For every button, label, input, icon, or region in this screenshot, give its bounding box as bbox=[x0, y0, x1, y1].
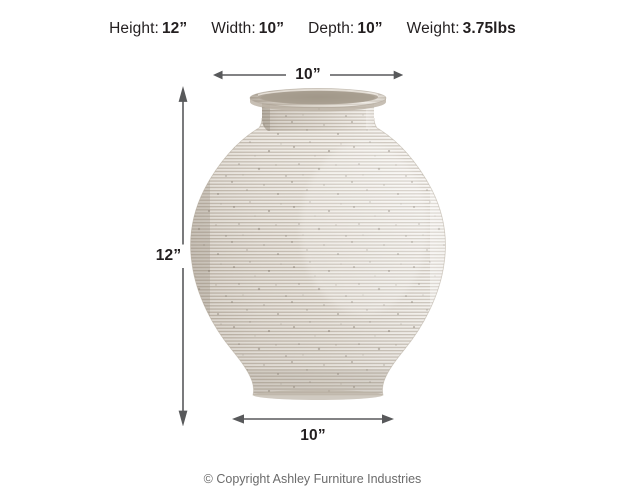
dimension-bottom-depth: 10” bbox=[232, 412, 394, 448]
dimension-bottom-arrow bbox=[232, 414, 394, 424]
copyright-notice: © Copyright Ashley Furniture Industries bbox=[203, 472, 422, 486]
dimension-top-right-arrow bbox=[329, 70, 403, 80]
spec-depth-value: 10” bbox=[357, 20, 383, 37]
vase-graphic bbox=[190, 88, 446, 400]
dimension-top-label: 10” bbox=[295, 66, 321, 83]
spec-depth-label: Depth: bbox=[308, 20, 355, 37]
spec-height-value: 12” bbox=[161, 20, 188, 37]
vase-illustration bbox=[168, 78, 468, 418]
spec-height: Height: 12” bbox=[109, 20, 187, 38]
spec-height-label: Height: bbox=[109, 20, 159, 37]
spec-weight-label: Weight: bbox=[406, 20, 460, 37]
dimension-top-left-arrow bbox=[213, 70, 287, 80]
spec-weight: Weight: 3.75lbs bbox=[407, 20, 516, 38]
dimension-left-lower-arrow bbox=[178, 267, 188, 426]
dimension-left-upper-arrow bbox=[178, 86, 188, 245]
specification-bar: Height: 12” Width: 10” Depth: 10” Weight: 3.… bbox=[0, 20, 625, 38]
spec-width: Width: 10” bbox=[211, 20, 284, 38]
vase-body bbox=[190, 118, 446, 395]
spec-weight-value: 3.75lbs bbox=[462, 20, 516, 37]
dimension-top-width: 10” bbox=[213, 63, 403, 87]
vase-base bbox=[253, 390, 383, 400]
dimension-left-label: 12” bbox=[155, 246, 182, 264]
vase-rim bbox=[249, 88, 387, 112]
spec-depth: Depth: 10” bbox=[308, 20, 383, 38]
dimension-left-height: 12” bbox=[143, 86, 195, 426]
spec-width-label: Width: bbox=[211, 20, 256, 37]
spec-width-value: 10” bbox=[258, 20, 285, 37]
dimension-bottom-label: 10” bbox=[300, 427, 326, 444]
